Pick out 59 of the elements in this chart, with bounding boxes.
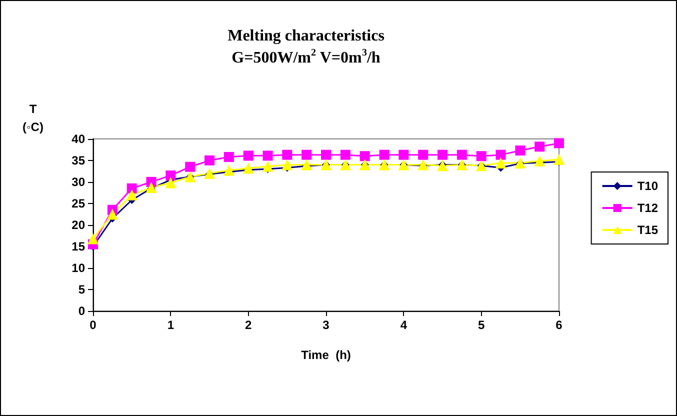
point <box>495 157 506 168</box>
y-tick-label: 25 <box>72 196 86 210</box>
point <box>262 150 273 161</box>
x-tick-label: 1 <box>167 318 174 332</box>
point <box>223 164 234 176</box>
point <box>126 189 138 200</box>
point <box>301 159 312 170</box>
y-tick-label: 20 <box>72 218 86 232</box>
point <box>398 150 409 160</box>
x-tick-label: 5 <box>478 318 485 332</box>
point <box>476 151 486 162</box>
point <box>224 152 234 162</box>
point <box>282 150 292 160</box>
point <box>282 159 293 170</box>
y-tick-label: 15 <box>72 239 86 254</box>
point <box>418 150 428 160</box>
y-tick-label: 35 <box>72 153 86 168</box>
x-tick-label: 3 <box>322 318 330 332</box>
point <box>534 142 545 152</box>
point <box>243 150 254 161</box>
point <box>554 138 564 148</box>
x-tick-label: 4 <box>400 318 408 332</box>
point <box>554 154 564 166</box>
point <box>515 146 526 156</box>
y-tick-label: 40 <box>72 132 86 146</box>
point <box>379 150 390 160</box>
point <box>106 208 118 220</box>
y-tick-label: 0 <box>78 304 86 318</box>
point <box>166 170 176 180</box>
y-tick-label: 5 <box>78 282 86 296</box>
point <box>262 160 274 172</box>
point <box>438 150 448 160</box>
legend-label: T12 <box>637 201 658 215</box>
x-axis-title: Time (h) <box>301 348 351 362</box>
x-tick-label: 2 <box>244 318 252 332</box>
point <box>204 155 214 166</box>
point <box>88 233 98 244</box>
point <box>534 155 546 166</box>
legend-label: T15 <box>637 223 658 237</box>
chart-title: Melting characteristics <box>228 28 384 44</box>
point <box>302 150 312 160</box>
x-tick-label: 0 <box>90 318 97 332</box>
point <box>340 150 350 160</box>
point <box>437 160 448 172</box>
point <box>456 150 467 160</box>
point <box>360 151 370 162</box>
point <box>496 150 506 160</box>
point <box>126 183 137 194</box>
y-axis-title: T (◦C) <box>22 102 44 134</box>
x-tick-label: 6 <box>556 318 563 332</box>
point <box>321 150 331 160</box>
y-tick-label: 30 <box>72 174 86 189</box>
point <box>242 162 254 174</box>
legend-label: T10 <box>637 179 658 193</box>
point <box>418 159 429 170</box>
point <box>165 177 176 188</box>
y-tick-label: 10 <box>72 260 86 275</box>
point <box>204 168 215 179</box>
point <box>185 162 196 172</box>
